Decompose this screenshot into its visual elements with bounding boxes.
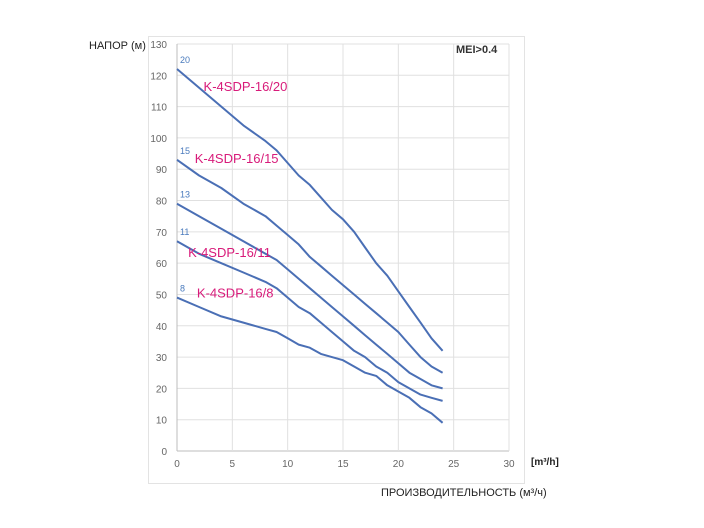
x-tick-label: 5 (230, 459, 236, 470)
y-tick-label: 0 (161, 447, 167, 458)
curve-11-stage (176, 240, 443, 402)
y-tick-label: 20 (156, 384, 168, 395)
x-tick-label: 30 (503, 459, 515, 470)
y-tick-label: 120 (150, 71, 167, 82)
y-tick-label: 110 (151, 103, 167, 114)
curve-model-label: K-4SDP-16/15 (195, 151, 279, 166)
y-tick-label: 80 (156, 197, 168, 208)
curve-model-label: K-4SDP-16/20 (204, 79, 288, 94)
stage-count-label: 11 (180, 227, 189, 237)
x-tick-label: 15 (337, 459, 349, 470)
y-tick-label: 10 (156, 416, 168, 427)
stage-count-label: 15 (180, 146, 190, 156)
y-tick-label: 130 (150, 40, 167, 51)
curve-15-stage (176, 158, 444, 374)
x-tick-label: 10 (282, 459, 294, 470)
y-tick-label: 60 (156, 259, 168, 270)
chart-frame (148, 36, 525, 484)
y-tick-label: 90 (156, 165, 168, 176)
curve-model-label: K-4SDP-16/11 (188, 245, 271, 260)
y-axis-title: НАПОР (м) (89, 40, 146, 52)
y-tick-label: 40 (156, 322, 168, 333)
x-axis-unit: [m³/h] (531, 457, 559, 468)
stage-count-label: 8 (180, 284, 185, 294)
curve-8-stage (176, 296, 444, 424)
x-axis-title: ПРОИЗВОДИТЕЛЬНОСТЬ (м³/ч) (381, 487, 547, 499)
y-tick-label: 30 (156, 353, 168, 364)
stage-count-label: 13 (180, 190, 190, 200)
y-tick-label: 50 (156, 290, 168, 301)
curve-20-stage (176, 68, 444, 352)
y-tick-label: 100 (150, 134, 167, 145)
x-tick-label: 0 (174, 459, 180, 470)
curve-13-stage (176, 202, 443, 390)
stage-count-label: 20 (180, 55, 190, 65)
x-tick-label: 20 (393, 459, 405, 470)
x-tick-label: 25 (448, 459, 460, 470)
curve-model-label: K-4SDP-16/8 (197, 286, 274, 301)
y-tick-label: 70 (156, 228, 168, 239)
mei-badge: MEI>0.4 (456, 44, 498, 56)
